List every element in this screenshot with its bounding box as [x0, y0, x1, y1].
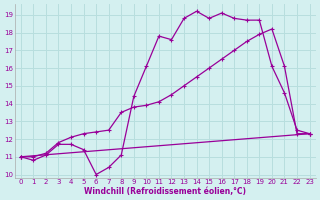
X-axis label: Windchill (Refroidissement éolien,°C): Windchill (Refroidissement éolien,°C): [84, 187, 246, 196]
